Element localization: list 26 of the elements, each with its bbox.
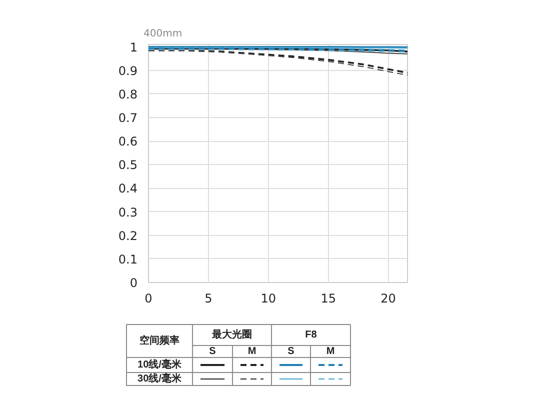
- y-tick-label: 0.7: [118, 111, 138, 126]
- text: F8: [305, 330, 318, 340]
- y-tick-label: 0.3: [118, 205, 138, 220]
- x-tick-label: 5: [204, 292, 212, 306]
- x-tick-label: 10: [260, 292, 276, 306]
- text: M: [326, 346, 335, 357]
- y-tick-label: 0.5: [118, 158, 138, 172]
- y-tick-label: 0.1: [118, 252, 138, 266]
- y-tick-label: 0.9: [118, 64, 138, 78]
- text: M: [248, 346, 256, 357]
- y-tick-label: 0.6: [118, 134, 138, 149]
- text: 30线/毫米: [138, 372, 182, 384]
- y-tick-label: 1: [130, 40, 138, 54]
- x-tick-label: 20: [380, 292, 396, 306]
- chart-title: 400mm: [144, 28, 182, 40]
- y-tick-label: 0.4: [118, 182, 138, 196]
- text: S: [288, 346, 295, 357]
- y-tick-label: 0.2: [118, 228, 138, 243]
- y-tick-label: 0.8: [118, 87, 138, 102]
- text: 10线/毫米: [138, 358, 182, 370]
- text: S: [209, 346, 216, 357]
- x-tick-label: 0: [144, 292, 152, 306]
- y-tick-label: 0: [130, 276, 138, 290]
- text: 最大光圈: [211, 328, 252, 340]
- text: 空间频率: [140, 334, 180, 346]
- x-tick-label: 15: [320, 292, 336, 306]
